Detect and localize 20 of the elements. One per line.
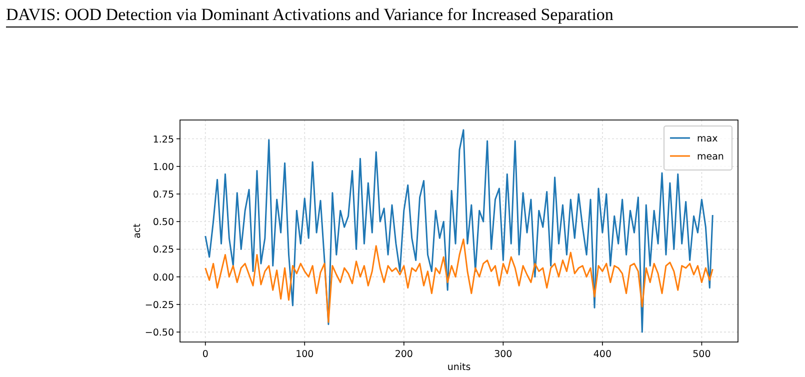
y-axis-title: act [132,223,143,238]
y-tick-label: −0.25 [144,300,174,311]
y-tick-label: 0.50 [152,217,174,228]
legend-label: max [697,134,718,144]
x-tick-label: 500 [692,349,711,360]
x-tick-label: 100 [296,349,314,360]
y-tick-label: −0.50 [144,328,174,339]
y-tick-label: 0.25 [152,244,174,256]
legend-label: mean [697,152,724,162]
y-tick-label: 1.25 [152,134,174,146]
y-tick-label: 0.75 [152,190,174,200]
text: DAVIS: OOD Detection via Dominant Activations and Variance for Increased Separation [6,5,614,24]
x-axis-title: units [447,362,471,373]
y-tick-label: 0.00 [152,272,174,284]
x-tick-label: 300 [494,349,512,360]
line-series [204,238,714,323]
x-tick-label: 0 [202,349,208,360]
x-tick-label: 400 [593,349,612,360]
y-tick-label: 1.00 [152,162,174,173]
x-tick-label: 200 [394,349,413,360]
